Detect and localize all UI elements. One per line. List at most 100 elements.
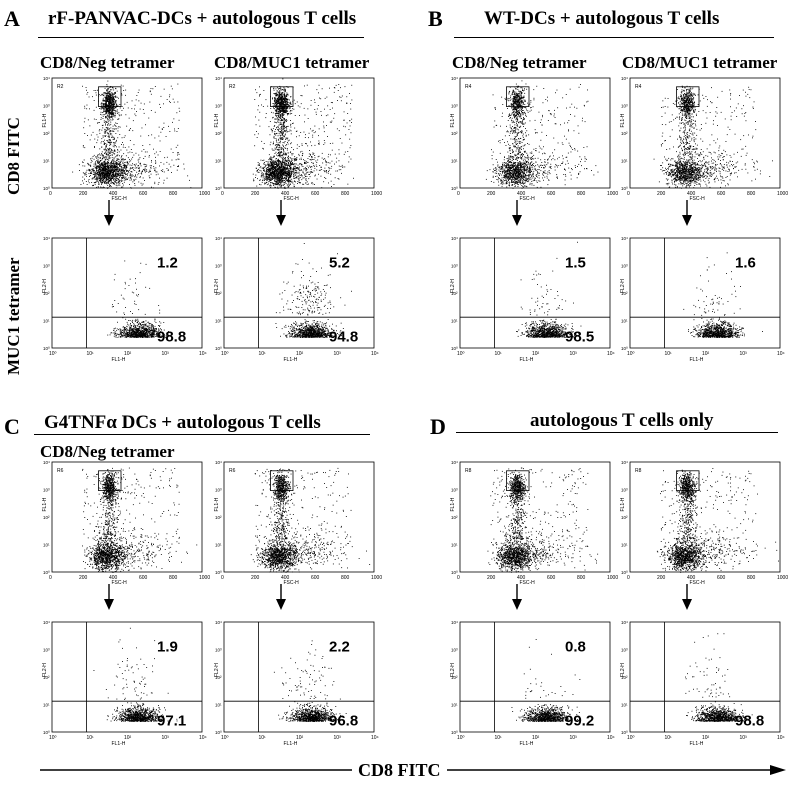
x-tick-label: 10³ — [740, 735, 748, 741]
x-tick-labels: 10⁰ 10¹ 10² 10³ 10⁴ — [221, 351, 379, 357]
x-tick-label: 10⁴ — [371, 735, 379, 741]
fl1-fl2-quadrant-plot: 2.2 96.8 10⁰ 10¹ 10² 10³ 10⁴ 10⁰ 10¹ 10² 10³ 10⁴ FL1… — [214, 620, 379, 747]
plot-frame — [459, 237, 611, 349]
x-tick-labels: 10⁰ 10¹ 10² 10³ 10⁴ — [457, 735, 615, 741]
x-axis-label: FSC-H — [284, 196, 300, 200]
y-tick-labels: 10⁰ 10¹ 10² 10³ 10⁴ — [215, 620, 222, 735]
x-tick-label: 10³ — [334, 735, 342, 741]
x-tick-label: 800 — [169, 575, 178, 581]
lower-right-percent: 98.8 — [157, 328, 186, 345]
y-tick-labels: 10⁰ 10¹ 10² 10³ 10⁴ — [43, 236, 50, 351]
scatter-events — [653, 85, 773, 189]
gate-box — [98, 470, 122, 491]
fl1-fl2-quadrant-plot: 1.2 98.8 10⁰ 10¹ 10² 10³ 10⁴ 10⁰ 10¹ 10² 10³ 10⁴ FL1… — [42, 236, 207, 363]
x-tick-label: 400 — [517, 191, 526, 197]
gate-box — [98, 86, 122, 107]
x-tick-label: 800 — [169, 191, 178, 197]
upper-right-percent: 5.2 — [329, 255, 350, 272]
x-tick-label: 0 — [221, 575, 224, 581]
upper-right-percent: 1.5 — [565, 255, 586, 272]
x-axis-label: FL1-H — [284, 357, 298, 363]
lower-right-percent: 98.5 — [565, 328, 594, 345]
x-tick-label: 10² — [532, 735, 540, 741]
lower-right-percent: 94.8 — [329, 328, 358, 345]
fsc-fl1-scatter-plot: R6 10⁰ 10¹ 10² 10³ 10⁴ 0 200 400 600 800 1000 FSC-H F… — [214, 460, 382, 584]
panel-c-rule — [34, 434, 370, 435]
y-axis-label: FL2-H — [42, 279, 48, 293]
y-tick-label: 10⁴ — [215, 76, 222, 81]
y-axis-label: FL1-H — [214, 113, 220, 127]
col-label-c-neg: CD8/Neg tetramer — [40, 442, 175, 462]
y-tick-labels: 10⁰ 10¹ 10² 10³ 10⁴ — [451, 76, 458, 191]
gate-box — [270, 470, 294, 491]
x-tick-label: 1000 — [777, 191, 788, 197]
plot-frame — [629, 237, 781, 349]
y-tick-label: 10⁴ — [43, 460, 50, 465]
panel-letter-c: C — [4, 414, 20, 440]
panel-title-a: rF-PANVAC-DCs + autologous T cells — [48, 8, 356, 30]
y-tick-label: 10⁴ — [215, 620, 222, 625]
fl1-fl2-quadrant-plot: 1.6 10⁰ 10¹ 10² 10³ 10⁴ 10⁰ 10¹ 10² 10³ 10⁴ FL1-H FL… — [620, 236, 785, 363]
x-tick-label: 10² — [124, 735, 132, 741]
y-tick-label: 10⁰ — [451, 186, 458, 191]
y-tick-label: 10³ — [43, 264, 50, 269]
y-tick-label: 10³ — [451, 648, 458, 653]
y-tick-label: 10⁴ — [215, 236, 222, 241]
y-tick-label: 10¹ — [43, 319, 50, 324]
y-tick-label: 10⁴ — [621, 236, 628, 241]
y-tick-labels: 10⁰ 10¹ 10² 10³ 10⁴ — [621, 620, 628, 735]
x-tick-label: 10² — [296, 735, 304, 741]
x-tick-label: 1000 — [607, 575, 618, 581]
y-tick-labels: 10⁰ 10¹ 10² 10³ 10⁴ — [621, 76, 628, 191]
plot-frame — [459, 77, 611, 189]
x-axis-label: FSC-H — [520, 580, 536, 584]
x-tick-labels: 0 200 400 600 800 1000 — [627, 575, 788, 581]
y-tick-label: 10⁰ — [451, 346, 458, 351]
panel-title-c: G4TNFα DCs + autologous T cells — [44, 412, 321, 434]
x-axis-label: FSC-H — [690, 580, 706, 584]
y-tick-label: 10¹ — [621, 319, 628, 324]
down-arrow — [276, 584, 286, 610]
y-tick-label: 10⁴ — [621, 620, 628, 625]
x-tick-label: 1000 — [199, 575, 210, 581]
upper-right-percent: 1.9 — [157, 639, 178, 656]
y-tick-label: 10⁰ — [621, 186, 628, 191]
y-tick-labels: 10⁰ 10¹ 10² 10³ 10⁴ — [43, 76, 50, 191]
plot-frame — [51, 77, 203, 189]
y-tick-label: 10³ — [215, 264, 222, 269]
x-tick-label: 400 — [109, 191, 118, 197]
x-tick-labels: 10⁰ 10¹ 10² 10³ 10⁴ — [457, 351, 615, 357]
y-tick-labels: 10⁰ 10¹ 10² 10³ 10⁴ — [621, 460, 628, 575]
x-tick-label: 10⁰ — [221, 735, 229, 741]
y-axis-label: FL1-H — [42, 113, 48, 127]
upper-right-percent: 1.6 — [735, 255, 756, 272]
down-arrow — [682, 200, 692, 226]
x-tick-label: 10⁴ — [199, 351, 207, 357]
x-tick-label: 400 — [281, 191, 290, 197]
x-tick-label: 400 — [687, 575, 696, 581]
scatter-events — [107, 260, 169, 338]
x-tick-label: 0 — [457, 575, 460, 581]
scatter-events — [252, 78, 354, 189]
x-tick-label: 1000 — [371, 575, 382, 581]
fsc-fl1-scatter-plot: R6 10⁰ 10¹ 10² 10³ 10⁴ 0 200 400 600 800 1000 FSC-H F… — [42, 460, 210, 584]
y-axis-label: FL1-H — [214, 497, 220, 511]
y-tick-label: 10⁴ — [621, 460, 628, 465]
x-tick-label: 800 — [577, 575, 586, 581]
y-tick-label: 10¹ — [451, 703, 458, 708]
x-tick-label: 800 — [341, 191, 350, 197]
y-tick-label: 10⁴ — [451, 460, 458, 465]
x-tick-label: 10² — [702, 351, 710, 357]
y-tick-label: 10¹ — [621, 543, 628, 548]
gate-label: R6 — [57, 468, 64, 474]
gate-box — [270, 86, 294, 107]
x-tick-label: 0 — [457, 191, 460, 197]
x-tick-label: 10¹ — [87, 735, 95, 741]
x-axis-label: FL1-H — [112, 357, 126, 363]
gate-box — [506, 470, 530, 491]
x-tick-label: 1000 — [371, 191, 382, 197]
gate-box — [676, 470, 700, 491]
y-axis-label: FL2-H — [42, 663, 48, 677]
panel-d-rule — [456, 432, 778, 433]
plot-frame — [629, 77, 781, 189]
